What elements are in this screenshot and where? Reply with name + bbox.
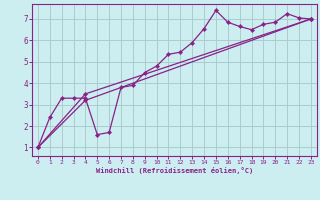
X-axis label: Windchill (Refroidissement éolien,°C): Windchill (Refroidissement éolien,°C) [96,167,253,174]
